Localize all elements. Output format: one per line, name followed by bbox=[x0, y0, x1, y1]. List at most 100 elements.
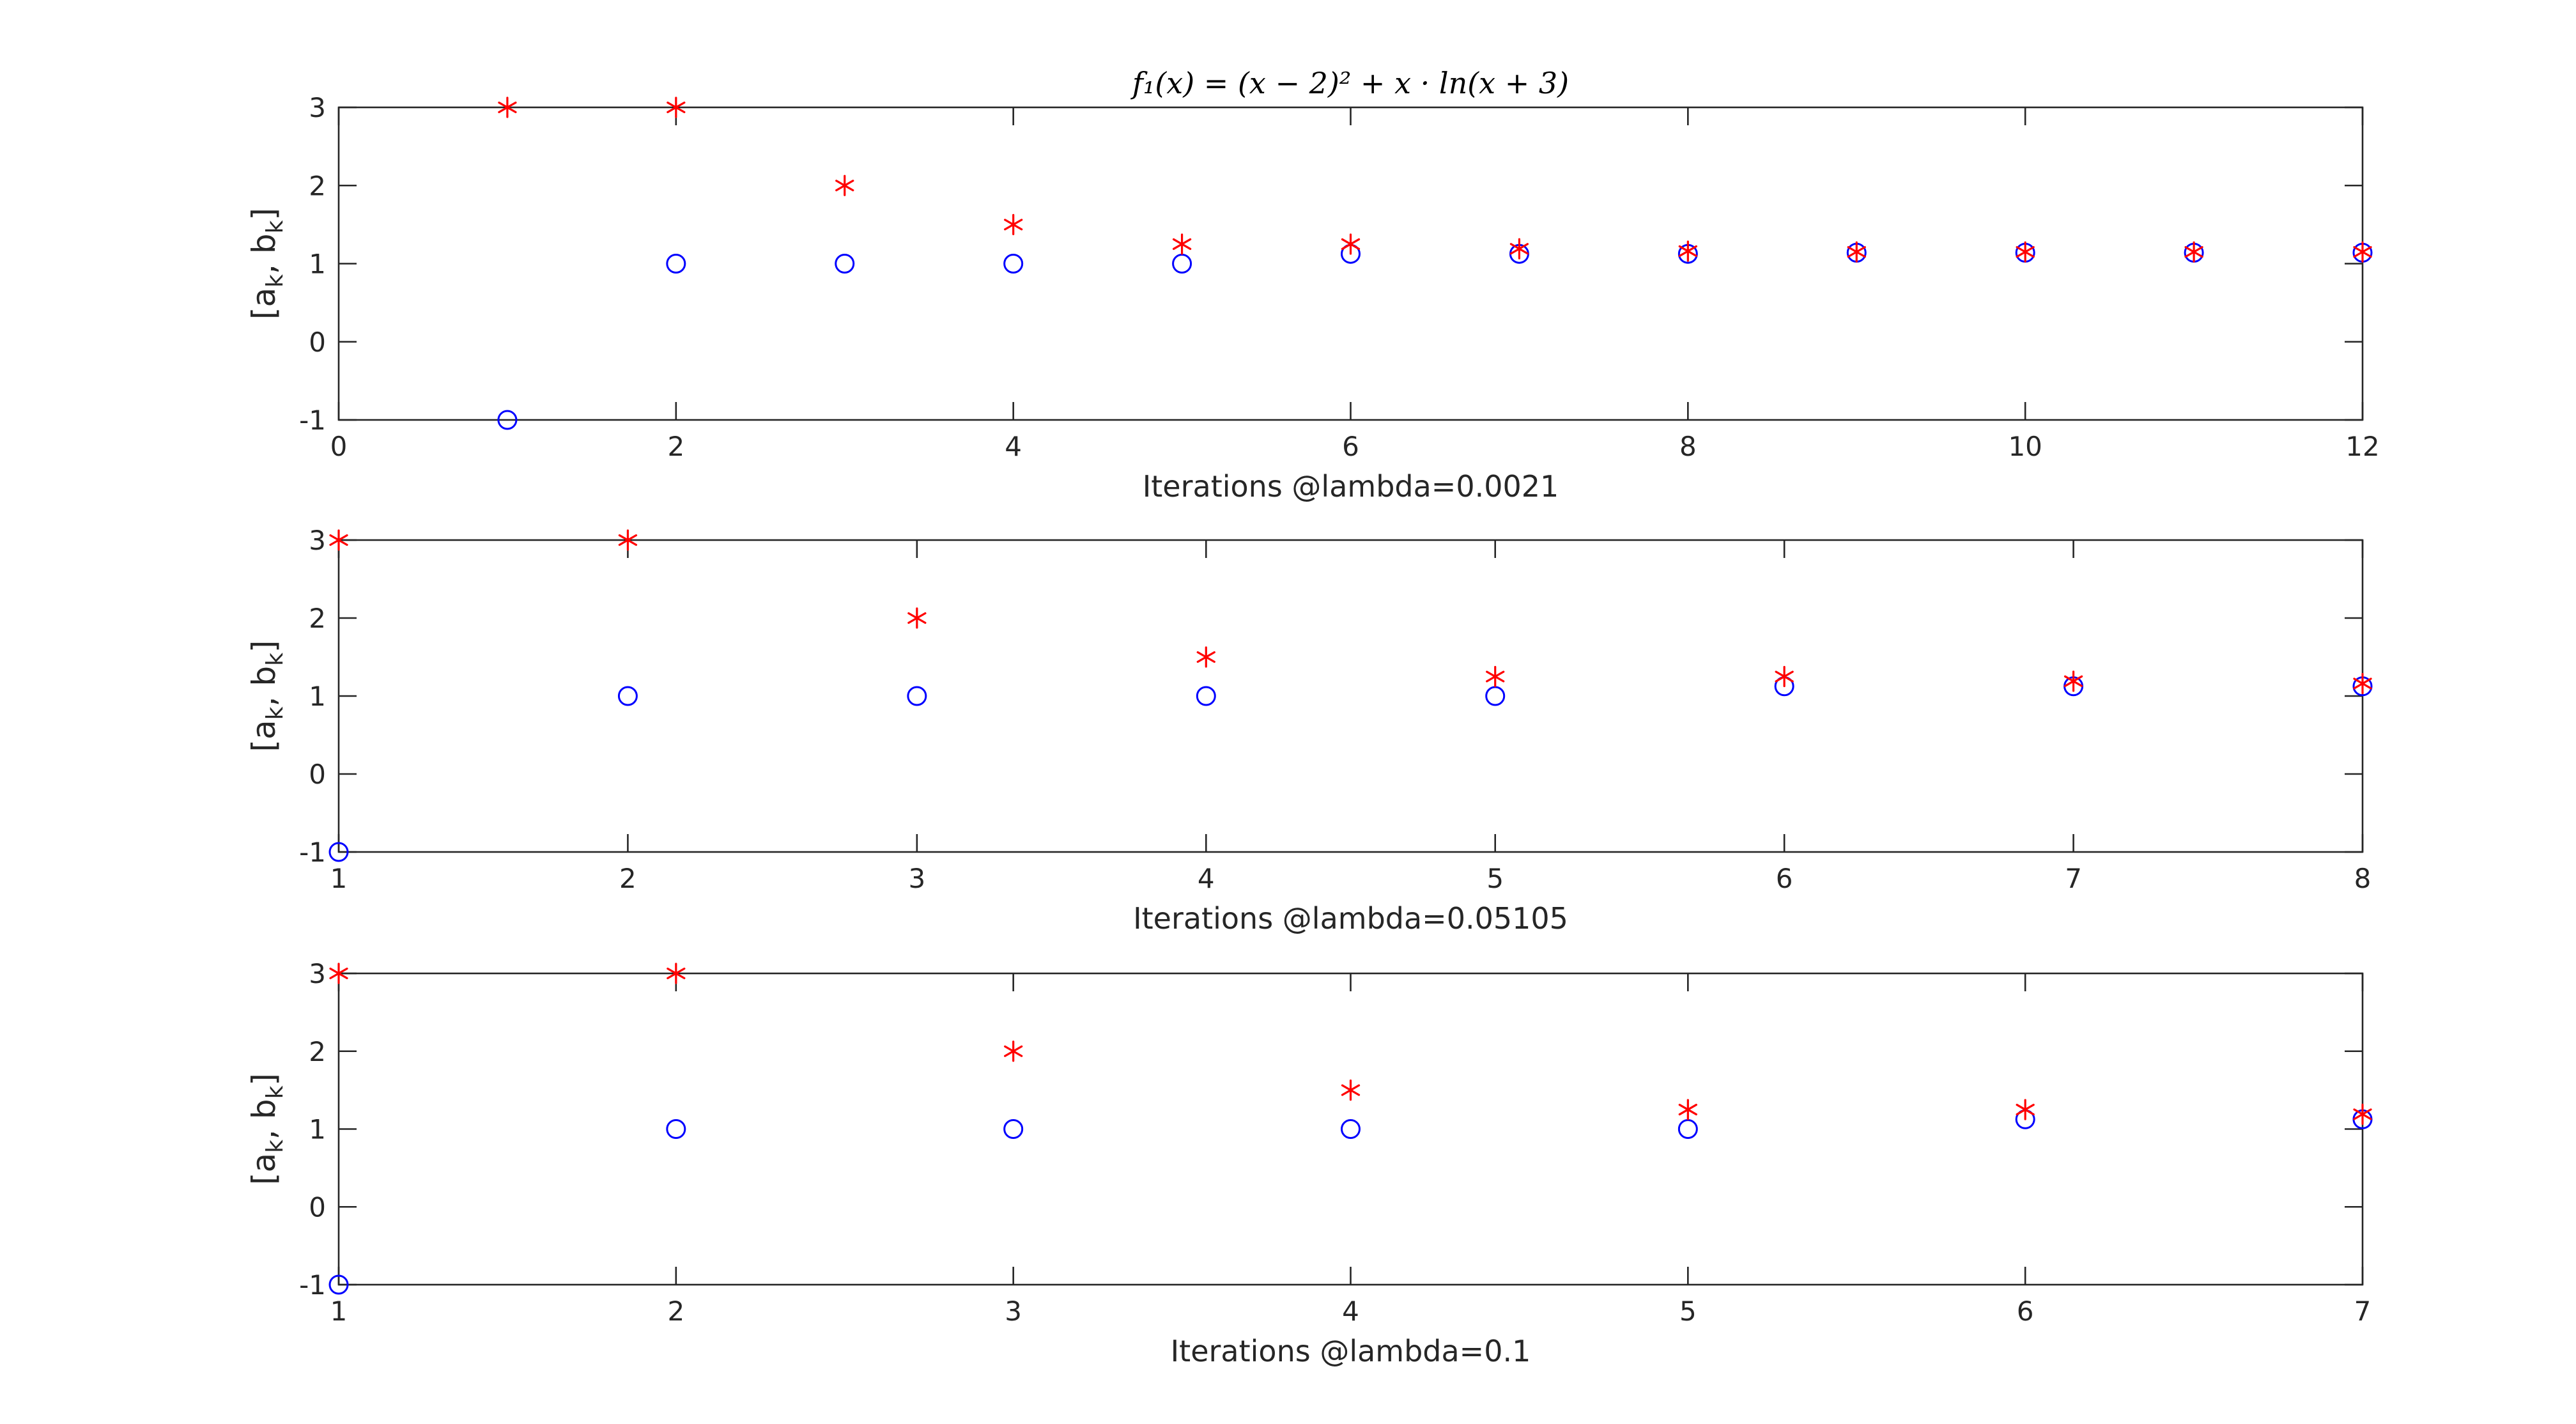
x-tick-label: 10 bbox=[2008, 431, 2042, 462]
y-tick-label: 1 bbox=[309, 681, 326, 712]
data-point-b bbox=[1196, 646, 1215, 668]
data-point-b bbox=[1678, 1099, 1697, 1120]
data-point-b bbox=[1004, 1041, 1023, 1062]
data-point-b bbox=[1509, 238, 1529, 259]
x-tick-label: 1 bbox=[330, 863, 348, 894]
data-point-a bbox=[907, 686, 927, 706]
series-asterisk bbox=[498, 97, 2372, 263]
data-point-a bbox=[666, 254, 686, 274]
x-tick-label: 1 bbox=[330, 1296, 348, 1327]
x-tick-label: 5 bbox=[1679, 1296, 1697, 1327]
data-point-b bbox=[667, 97, 686, 118]
series-asterisk bbox=[329, 963, 2372, 1125]
series-asterisk bbox=[329, 529, 2372, 695]
x-tick-label: 0 bbox=[330, 431, 348, 462]
subplot-2: 1 2 3 4 5 6 7 8 -1 0 1 2 3 Iterations @lambda=0.05105… bbox=[245, 525, 2373, 936]
y-axis-label-part: ] bbox=[245, 208, 282, 221]
data-point-a bbox=[1196, 686, 1216, 706]
y-tick-label: 2 bbox=[309, 1036, 326, 1067]
x-tick-label: 7 bbox=[2065, 863, 2082, 894]
x-tick-label: 2 bbox=[619, 863, 636, 894]
y-tick-label: 1 bbox=[309, 249, 326, 280]
y-axis-label: [ak, bk] bbox=[245, 640, 288, 752]
y-tick-label: -1 bbox=[299, 1269, 326, 1301]
data-point-a bbox=[328, 842, 349, 862]
y-axis-label-subscript: k bbox=[262, 220, 288, 233]
y-tick-label: 3 bbox=[309, 92, 326, 123]
x-tick-label: 8 bbox=[2354, 863, 2372, 894]
y-tick-label: 0 bbox=[309, 759, 326, 790]
data-point-b bbox=[907, 607, 927, 629]
y-tick-label: -1 bbox=[299, 837, 326, 868]
y-tick-label: 3 bbox=[309, 525, 326, 556]
data-point-b bbox=[2016, 241, 2035, 263]
data-point-b bbox=[2184, 241, 2203, 263]
x-tick-label: 3 bbox=[908, 863, 925, 894]
series-circle bbox=[328, 1109, 2373, 1295]
x-axis-label: Iterations @lambda=0.1 bbox=[1171, 1334, 1531, 1368]
x-tick-label: 6 bbox=[2017, 1296, 2034, 1327]
data-point-b bbox=[667, 963, 686, 984]
data-point-a bbox=[1003, 254, 1024, 274]
y-tick-label: 0 bbox=[309, 327, 326, 358]
data-point-b bbox=[835, 174, 854, 196]
y-tick-label: 2 bbox=[309, 603, 326, 634]
x-tick-label: 8 bbox=[1679, 431, 1697, 462]
y-axis-label-part: ] bbox=[245, 1073, 282, 1086]
y-axis-label-part: , b bbox=[245, 1099, 282, 1140]
x-tick-label: 6 bbox=[1342, 431, 1359, 462]
x-tick-label: 4 bbox=[1342, 1296, 1359, 1327]
data-point-b bbox=[329, 963, 348, 984]
axes-box bbox=[337, 539, 2364, 853]
data-point-a bbox=[497, 410, 518, 430]
y-axis-label-subscript: k bbox=[262, 274, 288, 288]
data-point-a bbox=[328, 1274, 349, 1295]
y-axis-label-part: , b bbox=[245, 233, 282, 274]
data-point-b bbox=[2353, 1103, 2372, 1125]
data-point-b bbox=[1847, 241, 1866, 263]
x-tick-label: 7 bbox=[2354, 1296, 2372, 1327]
data-point-a bbox=[1341, 1119, 1361, 1139]
y-axis-label: [ak, bk] bbox=[245, 208, 288, 320]
data-point-b bbox=[2353, 672, 2372, 695]
x-tick-label: 5 bbox=[1486, 863, 1504, 894]
y-axis-label-part: [a bbox=[245, 720, 282, 752]
data-point-b bbox=[1678, 240, 1697, 262]
x-tick-label: 4 bbox=[1198, 863, 1215, 894]
y-axis-label-part: , b bbox=[245, 666, 282, 707]
x-axis-label: Iterations @lambda=0.0021 bbox=[1143, 469, 1559, 504]
x-tick-label: 12 bbox=[2345, 431, 2379, 462]
y-tick-label: 0 bbox=[309, 1191, 326, 1223]
data-point-b bbox=[2063, 670, 2083, 692]
data-point-a bbox=[1003, 1119, 1024, 1139]
data-point-b bbox=[498, 97, 517, 118]
data-point-b bbox=[618, 529, 638, 551]
x-tick-label: 4 bbox=[1005, 431, 1022, 462]
data-point-a bbox=[835, 254, 855, 274]
data-point-a bbox=[666, 1119, 686, 1139]
data-point-b bbox=[1486, 665, 1505, 688]
x-tick-label: 2 bbox=[667, 431, 684, 462]
y-axis-label-subscript: k bbox=[262, 706, 288, 720]
y-tick-label: 1 bbox=[309, 1114, 326, 1145]
x-tick-label: 6 bbox=[1776, 863, 1793, 894]
data-point-b bbox=[2016, 1099, 2035, 1120]
data-point-b bbox=[2353, 241, 2372, 263]
y-tick-label: 3 bbox=[309, 958, 326, 989]
chart-title: f₁(x) = (x − 2)² + x · ln(x + 3) bbox=[1130, 66, 1569, 100]
y-axis-label-subscript: k bbox=[262, 1140, 288, 1153]
data-point-b bbox=[1172, 233, 1192, 255]
y-axis-label-subscript: k bbox=[262, 653, 288, 666]
y-tick-label: 2 bbox=[309, 170, 326, 201]
data-point-b bbox=[1341, 1080, 1361, 1101]
data-point-a bbox=[617, 686, 638, 706]
y-axis-label: [ak, bk] bbox=[245, 1073, 288, 1185]
data-point-b bbox=[1004, 213, 1023, 235]
data-point-b bbox=[1775, 665, 1794, 688]
y-axis-label-part: ] bbox=[245, 640, 282, 653]
x-tick-label: 3 bbox=[1005, 1296, 1022, 1327]
x-axis-label: Iterations @lambda=0.05105 bbox=[1133, 901, 1568, 936]
